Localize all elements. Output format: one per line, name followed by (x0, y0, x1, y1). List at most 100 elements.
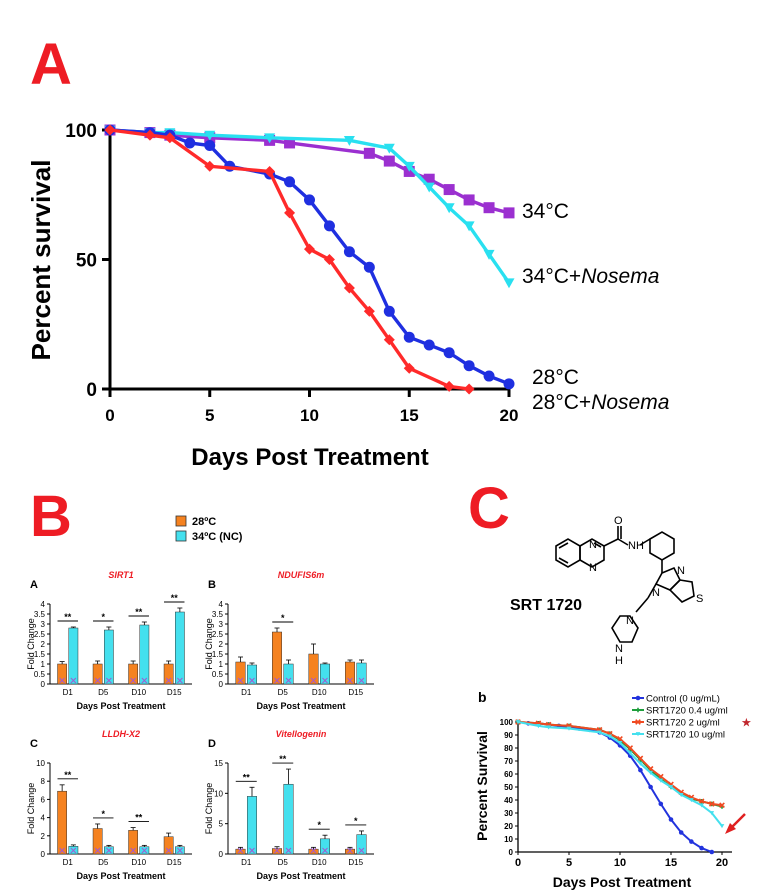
y-tick-label: 0 (219, 680, 224, 689)
data-point (304, 243, 315, 255)
y-tick-label: 8 (41, 777, 46, 786)
data-point (483, 202, 495, 214)
x-tick-label: 0 (515, 857, 521, 869)
panel-b-legend: 28ºC 34ºC (NC) (175, 515, 243, 543)
data-point (699, 845, 704, 851)
y-tick-label: 10 (36, 759, 45, 768)
data-point (536, 724, 541, 729)
category-label: D15 (348, 858, 363, 867)
subplot-letter: D (208, 738, 216, 750)
data-point (264, 165, 276, 177)
data-point (463, 383, 475, 395)
replicate-marker (70, 847, 77, 854)
x-tick-label: 20 (716, 857, 728, 869)
atom-s: S (696, 593, 703, 605)
category-label: D1 (241, 858, 252, 867)
data-point (709, 849, 715, 855)
y-tick-label: 0 (86, 380, 97, 401)
replicate-marker (94, 677, 101, 684)
y-tick-label: 15 (214, 759, 223, 768)
y-tick-label: 1.5 (34, 650, 46, 659)
y-tick-label: 1 (219, 660, 224, 669)
y-tick-label: 0.5 (212, 670, 224, 679)
data-point (648, 770, 653, 775)
category-label: D10 (312, 858, 327, 867)
y-tick-label: 0 (509, 848, 514, 857)
compound-label: SRT 1720 (510, 597, 582, 614)
series-label: 34°C (522, 200, 569, 223)
y-tick-label: 60 (504, 770, 513, 779)
bar (57, 790, 67, 855)
y-tick-label: 50 (76, 251, 97, 272)
y-tick-label: 90 (504, 731, 513, 740)
x-tick-label: 15 (400, 406, 419, 425)
subplot-ylabel: Fold Change (26, 783, 36, 835)
data-point (699, 803, 704, 808)
subplot-ylabel: Fold Change (204, 618, 214, 670)
panel-c-subplot-letter: b (478, 689, 487, 705)
sig-label: ** (135, 607, 143, 617)
bar (272, 631, 283, 685)
data-point (323, 254, 335, 265)
legend-marker (635, 707, 641, 713)
replicate-marker (347, 677, 353, 684)
y-tick-label: 10 (504, 835, 513, 844)
replicate-marker (59, 677, 65, 684)
y-tick-label: 5 (219, 820, 224, 829)
data-point (423, 182, 435, 193)
subplot-B: B NDUFIS6m Fold Change Days Post Treatment 0… (204, 570, 374, 711)
replicate-marker (322, 677, 328, 684)
data-point (546, 725, 551, 730)
subplot-ylabel: Fold Change (26, 618, 36, 670)
data-point (483, 249, 495, 260)
data-point (698, 798, 705, 805)
data-point (403, 331, 415, 343)
legend-label: SRT1720 0.4 ug/ml (646, 706, 728, 717)
series-3 (515, 720, 725, 829)
bar (320, 838, 330, 855)
panel-a-xlabel: Days Post Treatment (191, 444, 428, 471)
y-tick-label: 3.5 (212, 610, 224, 619)
x-tick-label: 5 (205, 406, 214, 425)
sig-label: * (281, 613, 285, 623)
category-label: D5 (278, 858, 289, 867)
data-point (617, 740, 623, 746)
subplot-xlabel: Days Post Treatment (76, 871, 165, 881)
category-label: D1 (63, 688, 74, 697)
replicate-marker (59, 847, 65, 854)
subplot-title: SIRT1 (108, 570, 133, 580)
data-point (597, 730, 602, 735)
bar (308, 653, 319, 685)
panel-a-letter: A (30, 32, 72, 97)
data-point (363, 305, 375, 317)
replicate-marker (237, 847, 244, 854)
panel-c-ylabel: Percent Survival (474, 731, 490, 841)
data-point (463, 194, 475, 206)
replicate-marker (347, 847, 353, 854)
y-tick-label: 0 (219, 850, 224, 859)
y-tick-label: 0 (41, 850, 46, 859)
panel-a: A 0 5 10 15 20 0 50 100 34°C 34°C+Nosema 28°C28°C+… (26, 32, 669, 471)
replicate-marker (130, 677, 136, 684)
y-tick-label: 2.5 (212, 630, 224, 639)
subplot-title: NDUFIS6m (278, 570, 325, 580)
series-label: 28°C (532, 366, 579, 389)
bar (283, 783, 294, 855)
y-tick-label: 4 (219, 600, 224, 609)
panel-c: C SRT 1720 (468, 476, 752, 890)
data-point (383, 143, 395, 154)
category-label: D5 (98, 688, 109, 697)
sig-label: ** (279, 754, 287, 764)
atom-n6: N (615, 643, 623, 655)
x-tick-label: 10 (300, 406, 319, 425)
sig-label: ** (135, 813, 143, 823)
data-point (463, 221, 475, 232)
legend-label-34c: 34ºC (NC) (192, 531, 243, 543)
data-point (566, 726, 572, 731)
replicate-marker (249, 847, 255, 854)
y-tick-label: 2 (219, 640, 224, 649)
data-point (648, 784, 653, 790)
data-point (709, 811, 715, 816)
panel-a-ylabel: Percent survival (26, 160, 56, 361)
